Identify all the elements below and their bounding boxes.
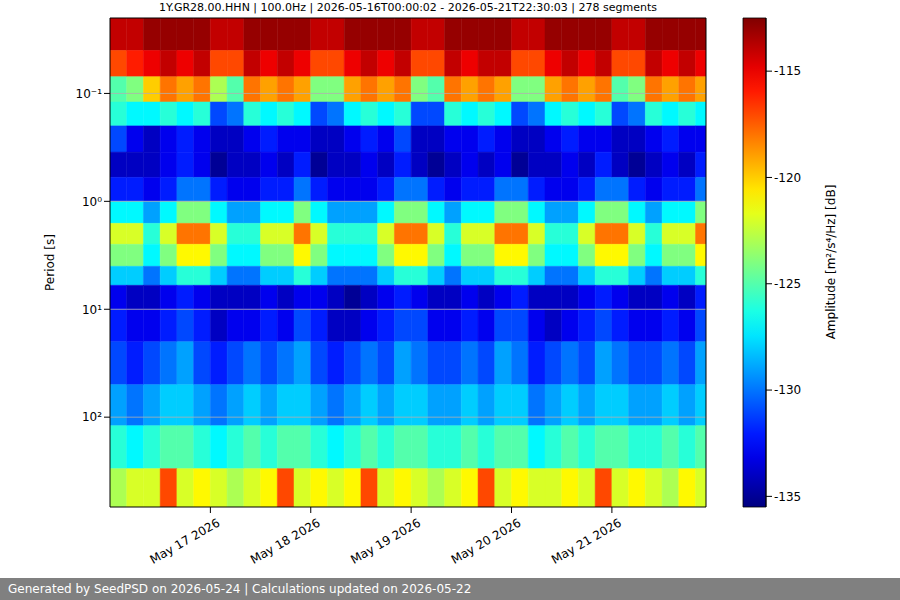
svg-text:May 20 2026: May 20 2026 — [449, 516, 524, 567]
svg-text:-130: -130 — [774, 383, 801, 397]
svg-text:-115: -115 — [774, 64, 801, 78]
svg-text:Period [s]: Period [s] — [43, 234, 57, 291]
svg-text:May 21 2026: May 21 2026 — [549, 516, 624, 567]
svg-text:-125: -125 — [774, 277, 801, 291]
svg-text:10⁻¹: 10⁻¹ — [76, 87, 103, 101]
svg-text:-135: -135 — [774, 490, 801, 504]
svg-text:10²: 10² — [82, 410, 102, 424]
svg-text:10¹: 10¹ — [82, 303, 102, 317]
svg-text:May 18 2026: May 18 2026 — [248, 516, 323, 567]
svg-text:-120: -120 — [774, 171, 801, 185]
html-text:Amplitude [m²/s⁴/Hz] [dB]: Amplitude [m²/s⁴/Hz] [dB] — [824, 184, 838, 340]
svg-text:10⁰: 10⁰ — [82, 195, 102, 209]
svg-text:May 17 2026: May 17 2026 — [148, 516, 223, 567]
html-text:1Y.GR28.00.HHN | 100.0Hz | 202: 1Y.GR28.00.HHN | 100.0Hz | 2026-05-16T00… — [159, 1, 657, 14]
html-text:Generated by SeedPSD on 2026-0: Generated by SeedPSD on 2026-05-24 | Cal… — [8, 582, 472, 596]
svg-text:May 19 2026: May 19 2026 — [348, 516, 423, 567]
